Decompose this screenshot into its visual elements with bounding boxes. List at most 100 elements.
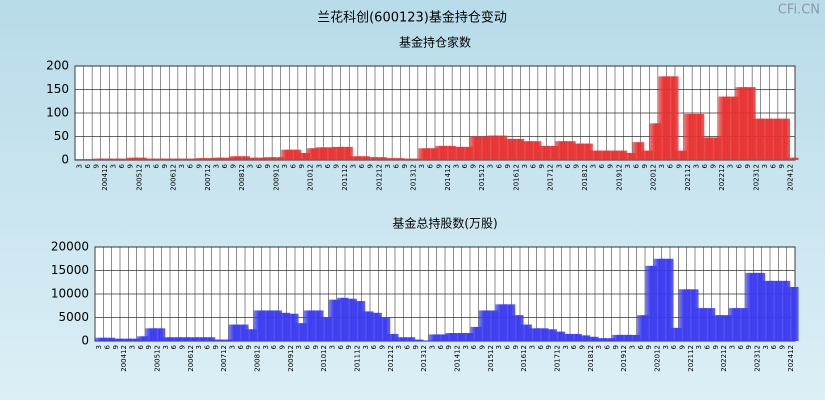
- bar: [272, 157, 285, 160]
- bar: [328, 299, 341, 341]
- x-tick-label: 6: [304, 344, 312, 349]
- x-tick-label: 201012: [320, 345, 328, 372]
- x-tick-label: 6: [204, 344, 212, 349]
- x-tick-label: 6: [392, 163, 400, 168]
- bar: [262, 310, 274, 341]
- bar: [435, 145, 448, 160]
- x-tick-label: 6: [564, 163, 572, 168]
- bar: [735, 87, 748, 160]
- bar: [503, 304, 516, 341]
- bar: [401, 158, 413, 160]
- x-tick-label: 6: [770, 344, 778, 349]
- bar: [737, 308, 749, 341]
- x-tick-label: 201112: [354, 345, 362, 372]
- x-tick-label: 6: [404, 344, 412, 349]
- x-tick-label: 9: [264, 164, 272, 168]
- x-tick-label: 6: [495, 163, 503, 168]
- x-tick-label: 9: [401, 164, 409, 168]
- x-tick-label: 200612: [187, 345, 195, 372]
- x-tick-label: 200512: [154, 345, 162, 372]
- bar: [281, 149, 293, 160]
- x-tick-label: 3: [562, 345, 570, 349]
- x-tick-label: 200912: [287, 345, 295, 372]
- x-tick-label: 3: [281, 164, 289, 168]
- bar: [187, 337, 199, 341]
- bar: [589, 150, 602, 160]
- x-tick-label: 6: [437, 344, 445, 349]
- x-tick-label: 3: [727, 164, 735, 168]
- bar: [445, 333, 457, 341]
- x-tick-label: 201912: [620, 345, 628, 372]
- bar: [545, 329, 557, 341]
- bar: [126, 157, 139, 160]
- x-tick-label: 202212: [720, 345, 728, 372]
- x-tick-label: 9: [145, 345, 153, 349]
- bar: [504, 138, 516, 160]
- bar: [75, 159, 88, 160]
- x-tick-label: 9: [312, 345, 320, 349]
- bar: [109, 158, 122, 160]
- x-tick-label: 3: [761, 164, 769, 168]
- bar: [221, 157, 233, 160]
- x-tick-label: 6: [170, 344, 178, 349]
- x-tick-label: 200812: [254, 345, 262, 372]
- bar: [287, 313, 299, 341]
- bar: [620, 334, 632, 341]
- x-tick-label: 3: [129, 345, 137, 349]
- bar: [658, 76, 670, 160]
- bar: [770, 280, 782, 341]
- y-tick-label: 100: [46, 106, 69, 120]
- bar: [461, 146, 473, 160]
- bar: [687, 289, 699, 341]
- y-tick-label: 150: [46, 82, 69, 96]
- x-tick-label: 9: [504, 164, 512, 168]
- x-tick-label: 6: [370, 344, 378, 349]
- bar: [306, 148, 319, 160]
- x-tick-label: 3: [629, 345, 637, 349]
- chart-subtitle: 基金持仓家数: [399, 35, 471, 50]
- x-tick-label: 200712: [220, 345, 228, 372]
- bar: [753, 272, 766, 341]
- x-tick-label: 9: [435, 164, 443, 168]
- bar: [195, 158, 208, 160]
- bar: [312, 310, 324, 341]
- x-tick-label: 6: [358, 163, 366, 168]
- x-tick-label: 3: [295, 345, 303, 349]
- x-tick-label: 9: [710, 164, 718, 168]
- bar: [128, 338, 141, 341]
- x-tick-label: 3: [487, 164, 495, 168]
- bar: [137, 336, 149, 341]
- x-tick-label: 201312: [420, 345, 428, 372]
- chart-subtitle: 基金总持股数(万股): [392, 216, 497, 231]
- bar: [366, 157, 379, 160]
- x-tick-label: 6: [84, 163, 92, 168]
- x-tick-label: 3: [178, 164, 186, 168]
- bar: [103, 337, 116, 341]
- x-tick-label: 202112: [687, 345, 695, 372]
- bar: [628, 334, 641, 341]
- x-tick-label: 200412: [120, 345, 128, 372]
- bar: [195, 337, 207, 341]
- x-tick-label: 6: [187, 163, 195, 168]
- y-tick-label: 20000: [51, 240, 89, 254]
- bar: [555, 141, 568, 160]
- bar: [728, 308, 741, 341]
- bar: [546, 145, 559, 160]
- bar: [678, 289, 691, 341]
- x-tick-label: 3: [110, 164, 118, 168]
- bar: [118, 158, 130, 160]
- x-tick-label: 9: [744, 164, 752, 168]
- bar: [520, 324, 532, 341]
- bar: [245, 329, 257, 341]
- bar: [606, 150, 619, 160]
- bar: [324, 147, 336, 160]
- bar: [428, 334, 441, 341]
- x-tick-label: 6: [667, 163, 675, 168]
- x-tick-label: 3: [590, 164, 598, 168]
- bar: [666, 76, 679, 160]
- x-tick-label: 3: [229, 345, 237, 349]
- x-tick-label: 9: [645, 345, 653, 349]
- x-tick-label: 201812: [587, 345, 595, 372]
- bar: [495, 304, 507, 341]
